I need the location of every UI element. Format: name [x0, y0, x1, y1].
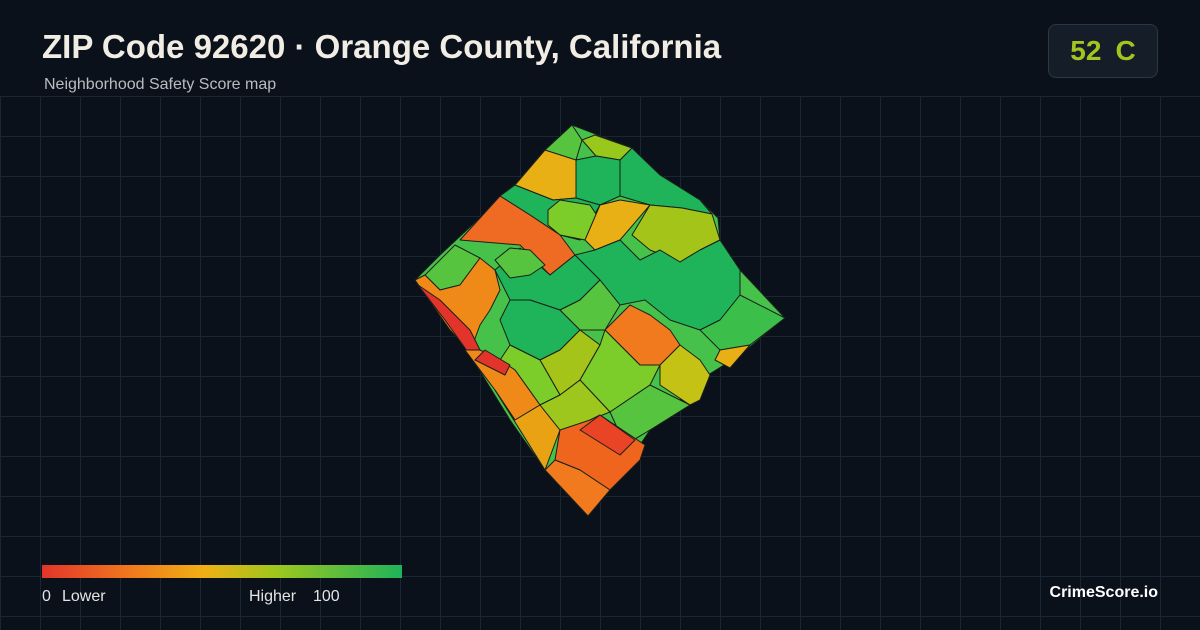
legend-gradient [42, 565, 402, 578]
score: 52 [1070, 35, 1102, 66]
score-badge: 52 C [1048, 24, 1158, 78]
legend-high-label: Higher [249, 588, 297, 605]
title: ZIP Code 92620 · Orange County, Californ… [42, 28, 722, 65]
legend-max: 100 [313, 588, 340, 605]
brand: CrimeScore.io [1049, 584, 1158, 601]
legend-min: 0 [42, 588, 51, 605]
zip-area [414, 124, 786, 517]
legend-low-label: Lower [62, 588, 106, 605]
header: ZIP Code 92620 · Orange County, Californ… [0, 0, 1200, 96]
subtitle: Neighborhood Safety Score map [44, 76, 277, 93]
grade: C [1115, 35, 1136, 66]
